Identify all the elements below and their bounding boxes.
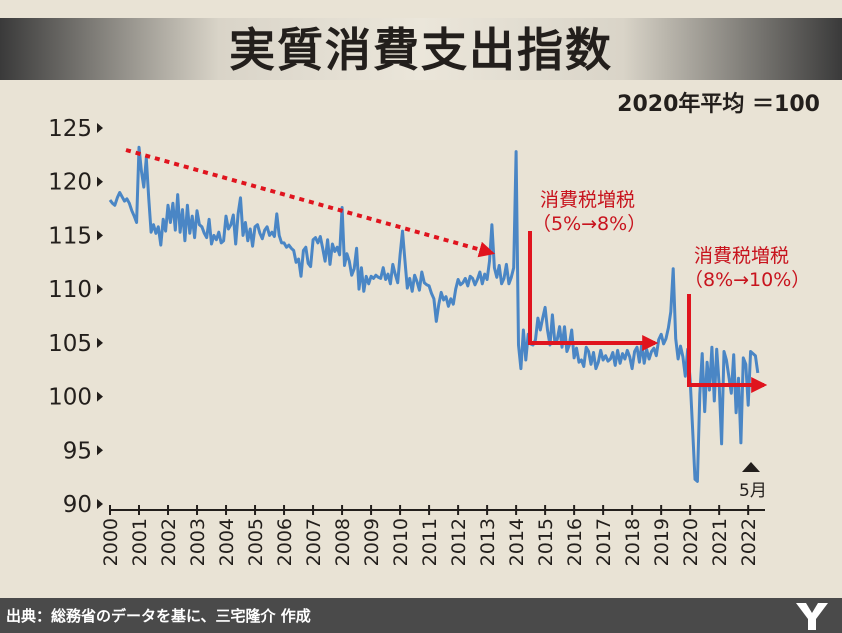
- y-tick-marker-icon: [97, 391, 103, 402]
- y-tick: 100: [48, 385, 103, 411]
- x-tick-label: 2004: [216, 518, 238, 566]
- latest-label: 5月: [739, 481, 767, 501]
- y-tick: 105: [48, 331, 103, 357]
- y-tick-label: 125: [48, 116, 92, 142]
- x-tick-label: 2006: [274, 518, 296, 566]
- axis-layer: 90 95 100 105 110 115 120 125 2000 2001 2002 2003 20…: [48, 116, 765, 566]
- y-tick: 125: [48, 116, 103, 142]
- y-tick: 90: [63, 492, 103, 518]
- latest-marker-icon: [742, 462, 760, 472]
- x-tick-label: 2007: [303, 518, 325, 566]
- x-tick-label: 2012: [448, 518, 470, 566]
- x-tick-label: 2014: [506, 518, 528, 566]
- y-tick: 110: [48, 277, 103, 303]
- x-tick-label: 2022: [738, 518, 760, 566]
- chart-title: 実質消費支出指数: [229, 23, 613, 77]
- x-tick-label: 2016: [564, 518, 586, 566]
- x-tick-label: 2018: [622, 518, 644, 566]
- x-tick-label: 2002: [158, 518, 180, 566]
- y-tick-marker-icon: [97, 445, 103, 456]
- y-tick-marker-icon: [97, 284, 103, 295]
- x-tick-label: 2003: [187, 518, 209, 566]
- y-tick-label: 110: [48, 277, 92, 303]
- y-tick-label: 95: [63, 438, 92, 464]
- y-tick-marker-icon: [97, 123, 103, 133]
- tax2-label-2: （8%→10%）: [684, 269, 810, 291]
- publisher-logo-icon: [796, 603, 828, 630]
- y-tick-marker-icon: [97, 176, 103, 187]
- tax2-arrow: [687, 294, 768, 393]
- y-tick-marker-icon: [97, 337, 103, 348]
- unit-note: 2020年平均 ＝100: [617, 92, 820, 117]
- y-tick-marker-icon: [97, 499, 103, 509]
- x-tick-label: 2009: [361, 518, 383, 566]
- y-tick: 95: [63, 438, 103, 464]
- x-tick-label: 2020: [680, 518, 702, 566]
- y-tick-label: 90: [63, 492, 92, 518]
- y-tick-label: 105: [48, 331, 92, 357]
- x-tick-label: 2011: [419, 518, 441, 566]
- x-tick-label: 2001: [129, 518, 151, 566]
- x-tick-label: 2017: [593, 518, 615, 566]
- source-note: 出典：総務省のデータを基に、三宅隆介 作成: [6, 607, 311, 625]
- y-tick-label: 120: [48, 170, 92, 196]
- series-line: [108, 145, 760, 483]
- x-tick-label: 2013: [477, 518, 499, 566]
- y-tick-marker-icon: [97, 230, 103, 241]
- footer-bar: [0, 598, 842, 633]
- tax1-label-1: 消費税増税: [540, 189, 635, 211]
- x-tick-label: 2021: [709, 518, 731, 566]
- x-tick-label: 2005: [245, 518, 267, 566]
- trend-arrow: [125, 148, 496, 258]
- x-tick-label: 2010: [390, 518, 412, 566]
- x-tick-label: 2019: [651, 518, 673, 566]
- y-tick: 115: [48, 223, 103, 249]
- title-band: [0, 18, 842, 80]
- y-tick-label: 115: [48, 223, 92, 249]
- x-tick-label: 2000: [100, 518, 122, 566]
- tax1-arrow: [528, 231, 659, 351]
- annotation-layer: 消費税増税 （5%→8%） 消費税増税 （8%→10%） 5月: [125, 148, 810, 501]
- x-tick-label: 2015: [535, 518, 557, 566]
- tax2-label-1: 消費税増税: [694, 245, 789, 267]
- series-layer: [108, 145, 760, 483]
- y-tick: 120: [48, 170, 103, 196]
- x-tick-label: 2008: [332, 518, 354, 566]
- tax1-label-2: （5%→8%）: [532, 213, 646, 235]
- y-tick-label: 100: [48, 385, 92, 411]
